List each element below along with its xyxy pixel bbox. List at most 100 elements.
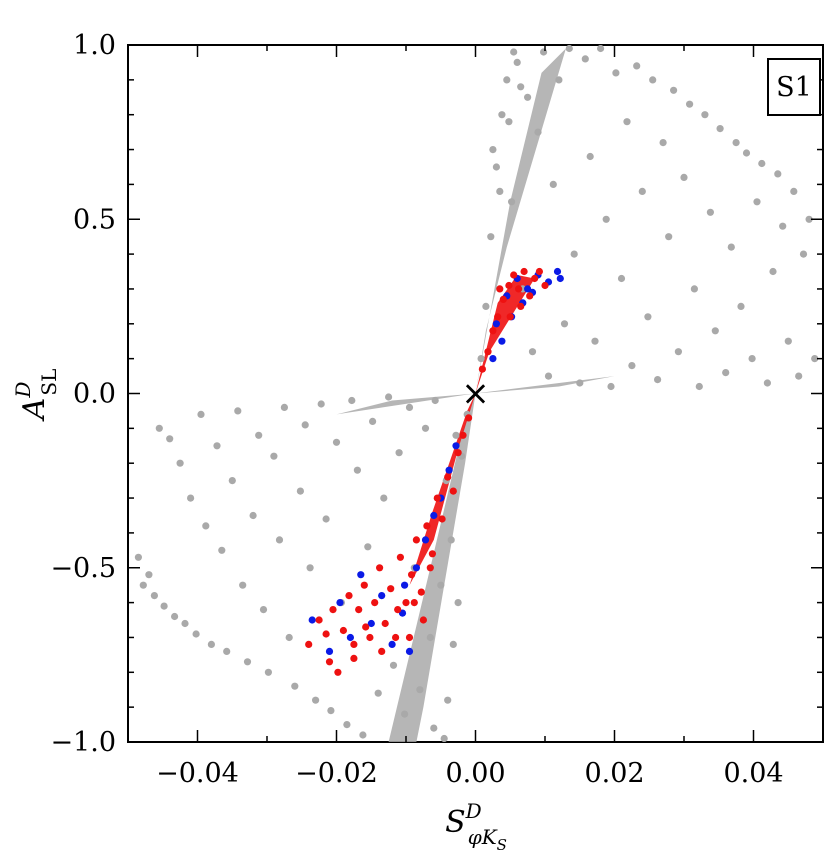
data-point-gray — [440, 734, 448, 742]
x-axis-label-sup: D — [465, 799, 482, 823]
data-point-red — [541, 281, 549, 290]
data-point-red — [505, 281, 513, 290]
data-point-red — [428, 550, 436, 558]
data-point-gray — [249, 511, 257, 520]
data-point-gray — [385, 393, 393, 401]
data-point-gray — [503, 76, 511, 84]
data-point-red — [350, 640, 358, 649]
data-point-gray — [496, 187, 504, 195]
data-point-blue — [357, 571, 365, 579]
data-point-gray — [811, 355, 819, 363]
data-point-gray — [280, 403, 288, 411]
data-point-gray — [285, 633, 293, 642]
x-axis-label-sub: φK — [468, 825, 498, 849]
data-point-gray — [454, 599, 462, 607]
y-tick-label: 1.0 — [73, 30, 116, 61]
x-axis-label-main: S — [445, 805, 466, 840]
data-point-gray — [722, 369, 730, 377]
data-point-gray — [711, 327, 719, 335]
data-point-red — [360, 581, 368, 589]
data-point-gray — [790, 187, 798, 195]
data-point-red — [520, 267, 528, 276]
data-point-red — [478, 365, 486, 373]
data-point-red — [396, 553, 404, 561]
data-point-gray — [612, 69, 620, 77]
data-point-gray — [565, 45, 573, 53]
data-point-gray — [508, 198, 516, 206]
data-point-gray — [513, 58, 521, 66]
data-point-gray — [492, 163, 500, 171]
data-point-gray — [322, 515, 330, 523]
data-point-red — [489, 327, 497, 335]
data-point-gray — [498, 111, 506, 119]
data-point-red — [496, 285, 504, 293]
x-axis-label: SD φKS — [445, 799, 507, 854]
data-point-blue — [492, 320, 500, 328]
y-axis-label-sub: SL — [37, 369, 61, 396]
data-point-red — [465, 414, 473, 422]
data-point-red — [334, 668, 342, 676]
data-point-gray — [489, 146, 497, 154]
data-point-gray — [380, 494, 388, 502]
data-point-gray — [213, 442, 221, 450]
data-point-gray — [171, 612, 179, 621]
data-point-red — [484, 348, 492, 356]
data-point-red — [423, 522, 431, 530]
data-point-gray — [680, 173, 688, 181]
data-point-red — [322, 630, 330, 638]
gray-wedge-left — [336, 393, 476, 415]
data-point-gray — [389, 661, 398, 669]
data-point-red — [381, 619, 389, 628]
data-point-gray — [270, 452, 278, 460]
data-point-gray — [332, 438, 341, 446]
data-point-gray — [343, 721, 351, 729]
data-point-gray — [758, 159, 766, 168]
data-point-gray — [795, 372, 803, 380]
data-point-gray — [633, 62, 641, 70]
data-point-red — [515, 285, 523, 293]
data-point-gray — [586, 152, 594, 161]
data-point-gray — [306, 564, 314, 572]
data-point-gray — [510, 48, 518, 56]
data-point-red — [526, 292, 534, 300]
data-point-gray — [623, 118, 631, 126]
data-point-red — [355, 606, 363, 614]
data-point-gray — [150, 592, 158, 600]
data-point-gray — [431, 396, 439, 405]
data-point-gray — [576, 379, 584, 387]
data-point-gray — [364, 543, 372, 551]
data-point-gray — [348, 396, 356, 405]
data-point-gray — [166, 435, 174, 443]
data-point-gray — [234, 407, 242, 415]
data-point-gray — [737, 302, 745, 310]
data-point-gray — [447, 536, 455, 544]
data-point-red — [371, 599, 379, 607]
data-point-red — [366, 633, 374, 642]
data-point-blue — [553, 267, 562, 276]
data-point-gray — [753, 198, 761, 206]
data-point-gray — [192, 630, 200, 638]
data-point-gray — [223, 647, 231, 656]
x-tick-label: 0.04 — [723, 758, 783, 789]
data-point-red — [392, 633, 400, 642]
data-point-gray — [181, 619, 189, 628]
data-point-gray — [690, 285, 699, 293]
data-point-red — [499, 295, 507, 303]
data-point-gray — [218, 546, 226, 554]
data-point-red — [417, 588, 425, 596]
data-point-gray — [534, 128, 542, 136]
y-tick-label: −0.5 — [50, 553, 116, 584]
data-point-blue — [378, 592, 386, 600]
data-point-blue — [430, 511, 438, 520]
data-point-red — [339, 626, 347, 635]
data-point-gray — [437, 581, 445, 589]
data-point-red — [426, 564, 434, 572]
data-point-gray — [301, 421, 309, 429]
data-point-gray — [727, 243, 735, 251]
data-point-red — [510, 271, 518, 279]
data-point-blue — [498, 337, 506, 345]
data-point-gray — [312, 696, 320, 704]
data-point-gray — [255, 431, 263, 439]
data-point-gray — [670, 86, 678, 94]
data-point-gray — [544, 372, 553, 380]
